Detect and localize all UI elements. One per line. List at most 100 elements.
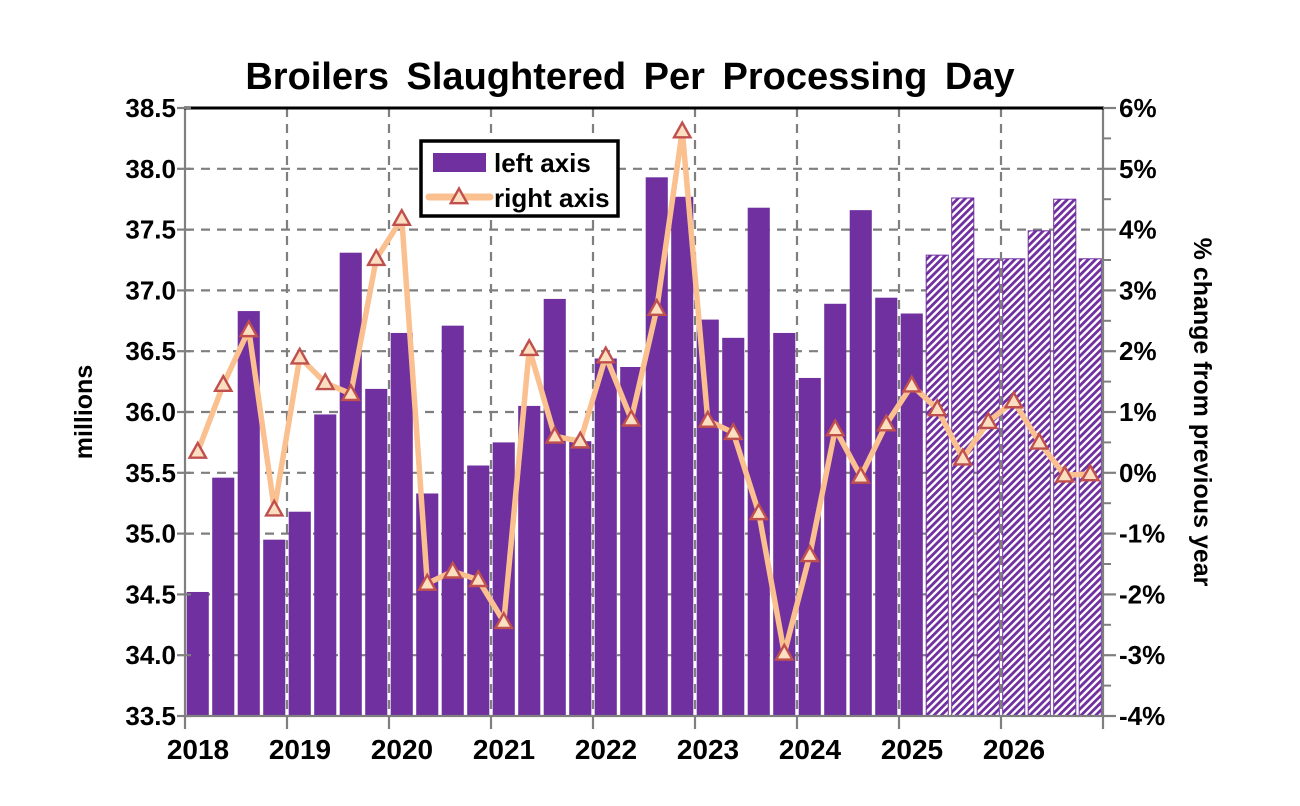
triangle-marker xyxy=(901,374,922,393)
triangle-marker xyxy=(570,430,591,449)
left-tick-label: 38.5 xyxy=(125,93,176,123)
triangle-marker xyxy=(978,410,999,430)
triangle-marker xyxy=(366,247,387,267)
left-tick-label: 36.5 xyxy=(125,336,176,366)
triangle-marker xyxy=(774,642,795,661)
right-tick-label: 6% xyxy=(1119,93,1157,123)
triangle-marker xyxy=(927,397,948,417)
right-tick-label: -4% xyxy=(1119,701,1165,731)
bar xyxy=(747,207,770,716)
triangle-marker xyxy=(238,318,259,338)
bar xyxy=(441,325,464,716)
bar xyxy=(492,442,515,716)
triangle-marker xyxy=(850,465,871,484)
triangle-marker xyxy=(952,447,973,466)
bar xyxy=(314,414,337,716)
left-tick-label: 37.0 xyxy=(125,275,176,305)
bar-series xyxy=(186,177,1102,717)
right-tick-label: -3% xyxy=(1119,640,1165,670)
x-year-label: 2022 xyxy=(575,734,637,765)
legend-left-axis-label: left axis xyxy=(494,148,591,178)
triangle-marker xyxy=(493,610,514,630)
bar xyxy=(722,337,745,716)
right-axis-title: % change from previous year xyxy=(1188,238,1216,587)
x-year-label: 2026 xyxy=(983,734,1045,765)
bar xyxy=(390,332,413,716)
bar xyxy=(620,367,643,716)
left-axis-title: millions xyxy=(70,365,98,459)
triangle-marker xyxy=(340,382,361,402)
triangle-marker xyxy=(442,560,463,579)
bar xyxy=(594,358,617,716)
triangle-marker xyxy=(646,297,667,317)
left-tick-label: 37.5 xyxy=(125,215,176,245)
triangle-marker xyxy=(723,421,744,441)
bar xyxy=(212,477,235,716)
forecast-bar xyxy=(976,258,1000,717)
bar xyxy=(186,591,209,716)
bar xyxy=(543,298,566,716)
triangle-marker xyxy=(697,409,718,428)
bar xyxy=(900,313,923,716)
triangle-marker xyxy=(213,373,234,393)
right-tick-label: 2% xyxy=(1119,336,1157,366)
left-tick-label: 33.5 xyxy=(125,701,176,731)
triangle-marker xyxy=(1054,464,1075,483)
bar xyxy=(237,311,260,716)
forecast-bar xyxy=(1078,258,1102,717)
line-series xyxy=(187,120,1101,661)
forecast-bar xyxy=(1053,198,1077,717)
left-tick-label: 35.5 xyxy=(125,458,176,488)
legend-right-axis-label: right axis xyxy=(494,183,610,213)
forecast-bar xyxy=(1027,230,1051,717)
triangle-marker xyxy=(544,425,565,444)
forecast-bar xyxy=(925,254,949,717)
left-tick-label: 34.0 xyxy=(125,640,176,670)
bar xyxy=(824,303,847,716)
triangle-marker xyxy=(595,345,616,364)
triangle-marker xyxy=(391,207,412,227)
triangle-marker xyxy=(468,568,489,588)
left-tick-label: 35.0 xyxy=(125,519,176,549)
bar xyxy=(416,493,439,716)
triangle-marker xyxy=(1029,431,1050,450)
chart-title: Broilers Slaughtered Per Processing Day xyxy=(245,56,1014,98)
bar xyxy=(569,441,592,716)
x-year-label: 2025 xyxy=(881,734,943,765)
x-year-label: 2024 xyxy=(779,734,842,765)
legend-triangle-marker-icon xyxy=(448,186,470,205)
bar xyxy=(339,252,362,717)
triangle-marker xyxy=(1003,390,1024,409)
triangle-marker xyxy=(825,418,846,437)
forecast-bar xyxy=(1002,258,1026,717)
left-tick-label: 36.0 xyxy=(125,397,176,427)
right-tick-label: 4% xyxy=(1119,215,1157,245)
bar xyxy=(875,297,898,716)
bar xyxy=(288,511,311,716)
triangle-marker xyxy=(519,337,540,357)
bar xyxy=(263,539,286,716)
plot-frame xyxy=(177,106,1116,729)
triangle-marker xyxy=(315,371,336,391)
x-year-label: 2018 xyxy=(167,734,229,765)
x-year-label: 2021 xyxy=(473,734,535,765)
triangle-marker xyxy=(748,501,769,521)
right-tick-label: 0% xyxy=(1119,458,1157,488)
x-year-label: 2020 xyxy=(371,734,433,765)
bar xyxy=(518,405,541,716)
bar xyxy=(849,210,872,717)
triangle-marker xyxy=(799,543,820,563)
legend: left axis right axis xyxy=(419,139,620,218)
bar xyxy=(696,319,719,716)
triangle-marker xyxy=(264,498,285,517)
triangle-marker xyxy=(672,120,693,139)
legend-bar-swatch-icon xyxy=(433,153,486,172)
left-tick-label: 34.5 xyxy=(125,579,176,609)
right-tick-label: -2% xyxy=(1119,579,1165,609)
x-year-label: 2023 xyxy=(677,734,739,765)
bar xyxy=(467,465,490,716)
triangle-marker xyxy=(289,346,310,365)
x-year-label: 2019 xyxy=(269,734,331,765)
